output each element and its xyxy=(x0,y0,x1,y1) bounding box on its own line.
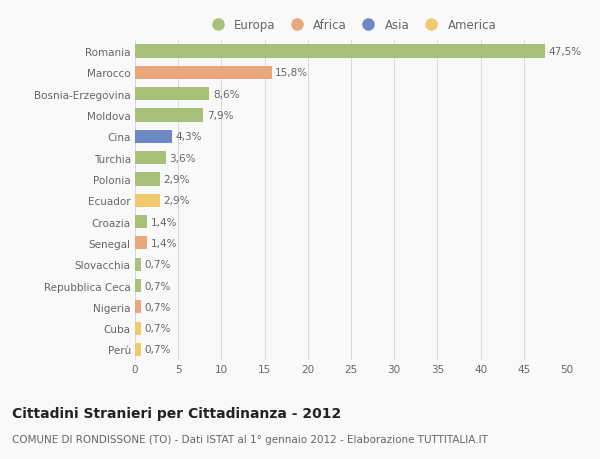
Text: 0,7%: 0,7% xyxy=(145,281,171,291)
Text: 7,9%: 7,9% xyxy=(207,111,233,121)
Text: 15,8%: 15,8% xyxy=(275,68,308,78)
Text: 8,6%: 8,6% xyxy=(213,90,239,100)
Text: 0,7%: 0,7% xyxy=(145,324,171,333)
Bar xyxy=(135,237,147,250)
Text: 4,3%: 4,3% xyxy=(176,132,202,142)
Legend: Europa, Africa, Asia, America: Europa, Africa, Asia, America xyxy=(206,19,496,32)
Bar xyxy=(135,67,272,80)
Text: 47,5%: 47,5% xyxy=(549,47,582,57)
Text: 2,9%: 2,9% xyxy=(164,174,190,185)
Bar xyxy=(135,343,141,356)
Bar xyxy=(135,194,160,207)
Text: 0,7%: 0,7% xyxy=(145,345,171,355)
Bar xyxy=(135,173,160,186)
Text: 3,6%: 3,6% xyxy=(170,153,196,163)
Bar xyxy=(135,151,166,165)
Bar xyxy=(135,130,172,144)
Text: 2,9%: 2,9% xyxy=(164,196,190,206)
Text: 0,7%: 0,7% xyxy=(145,302,171,312)
Bar xyxy=(135,215,147,229)
Bar xyxy=(135,258,141,271)
Text: Cittadini Stranieri per Cittadinanza - 2012: Cittadini Stranieri per Cittadinanza - 2… xyxy=(12,406,341,420)
Bar xyxy=(135,88,209,101)
Bar xyxy=(135,109,203,123)
Bar xyxy=(135,301,141,314)
Text: COMUNE DI RONDISSONE (TO) - Dati ISTAT al 1° gennaio 2012 - Elaborazione TUTTITA: COMUNE DI RONDISSONE (TO) - Dati ISTAT a… xyxy=(12,434,488,444)
Text: 0,7%: 0,7% xyxy=(145,260,171,269)
Text: 1,4%: 1,4% xyxy=(151,217,177,227)
Text: 1,4%: 1,4% xyxy=(151,238,177,248)
Bar xyxy=(135,322,141,335)
Bar xyxy=(135,45,545,59)
Bar xyxy=(135,279,141,292)
